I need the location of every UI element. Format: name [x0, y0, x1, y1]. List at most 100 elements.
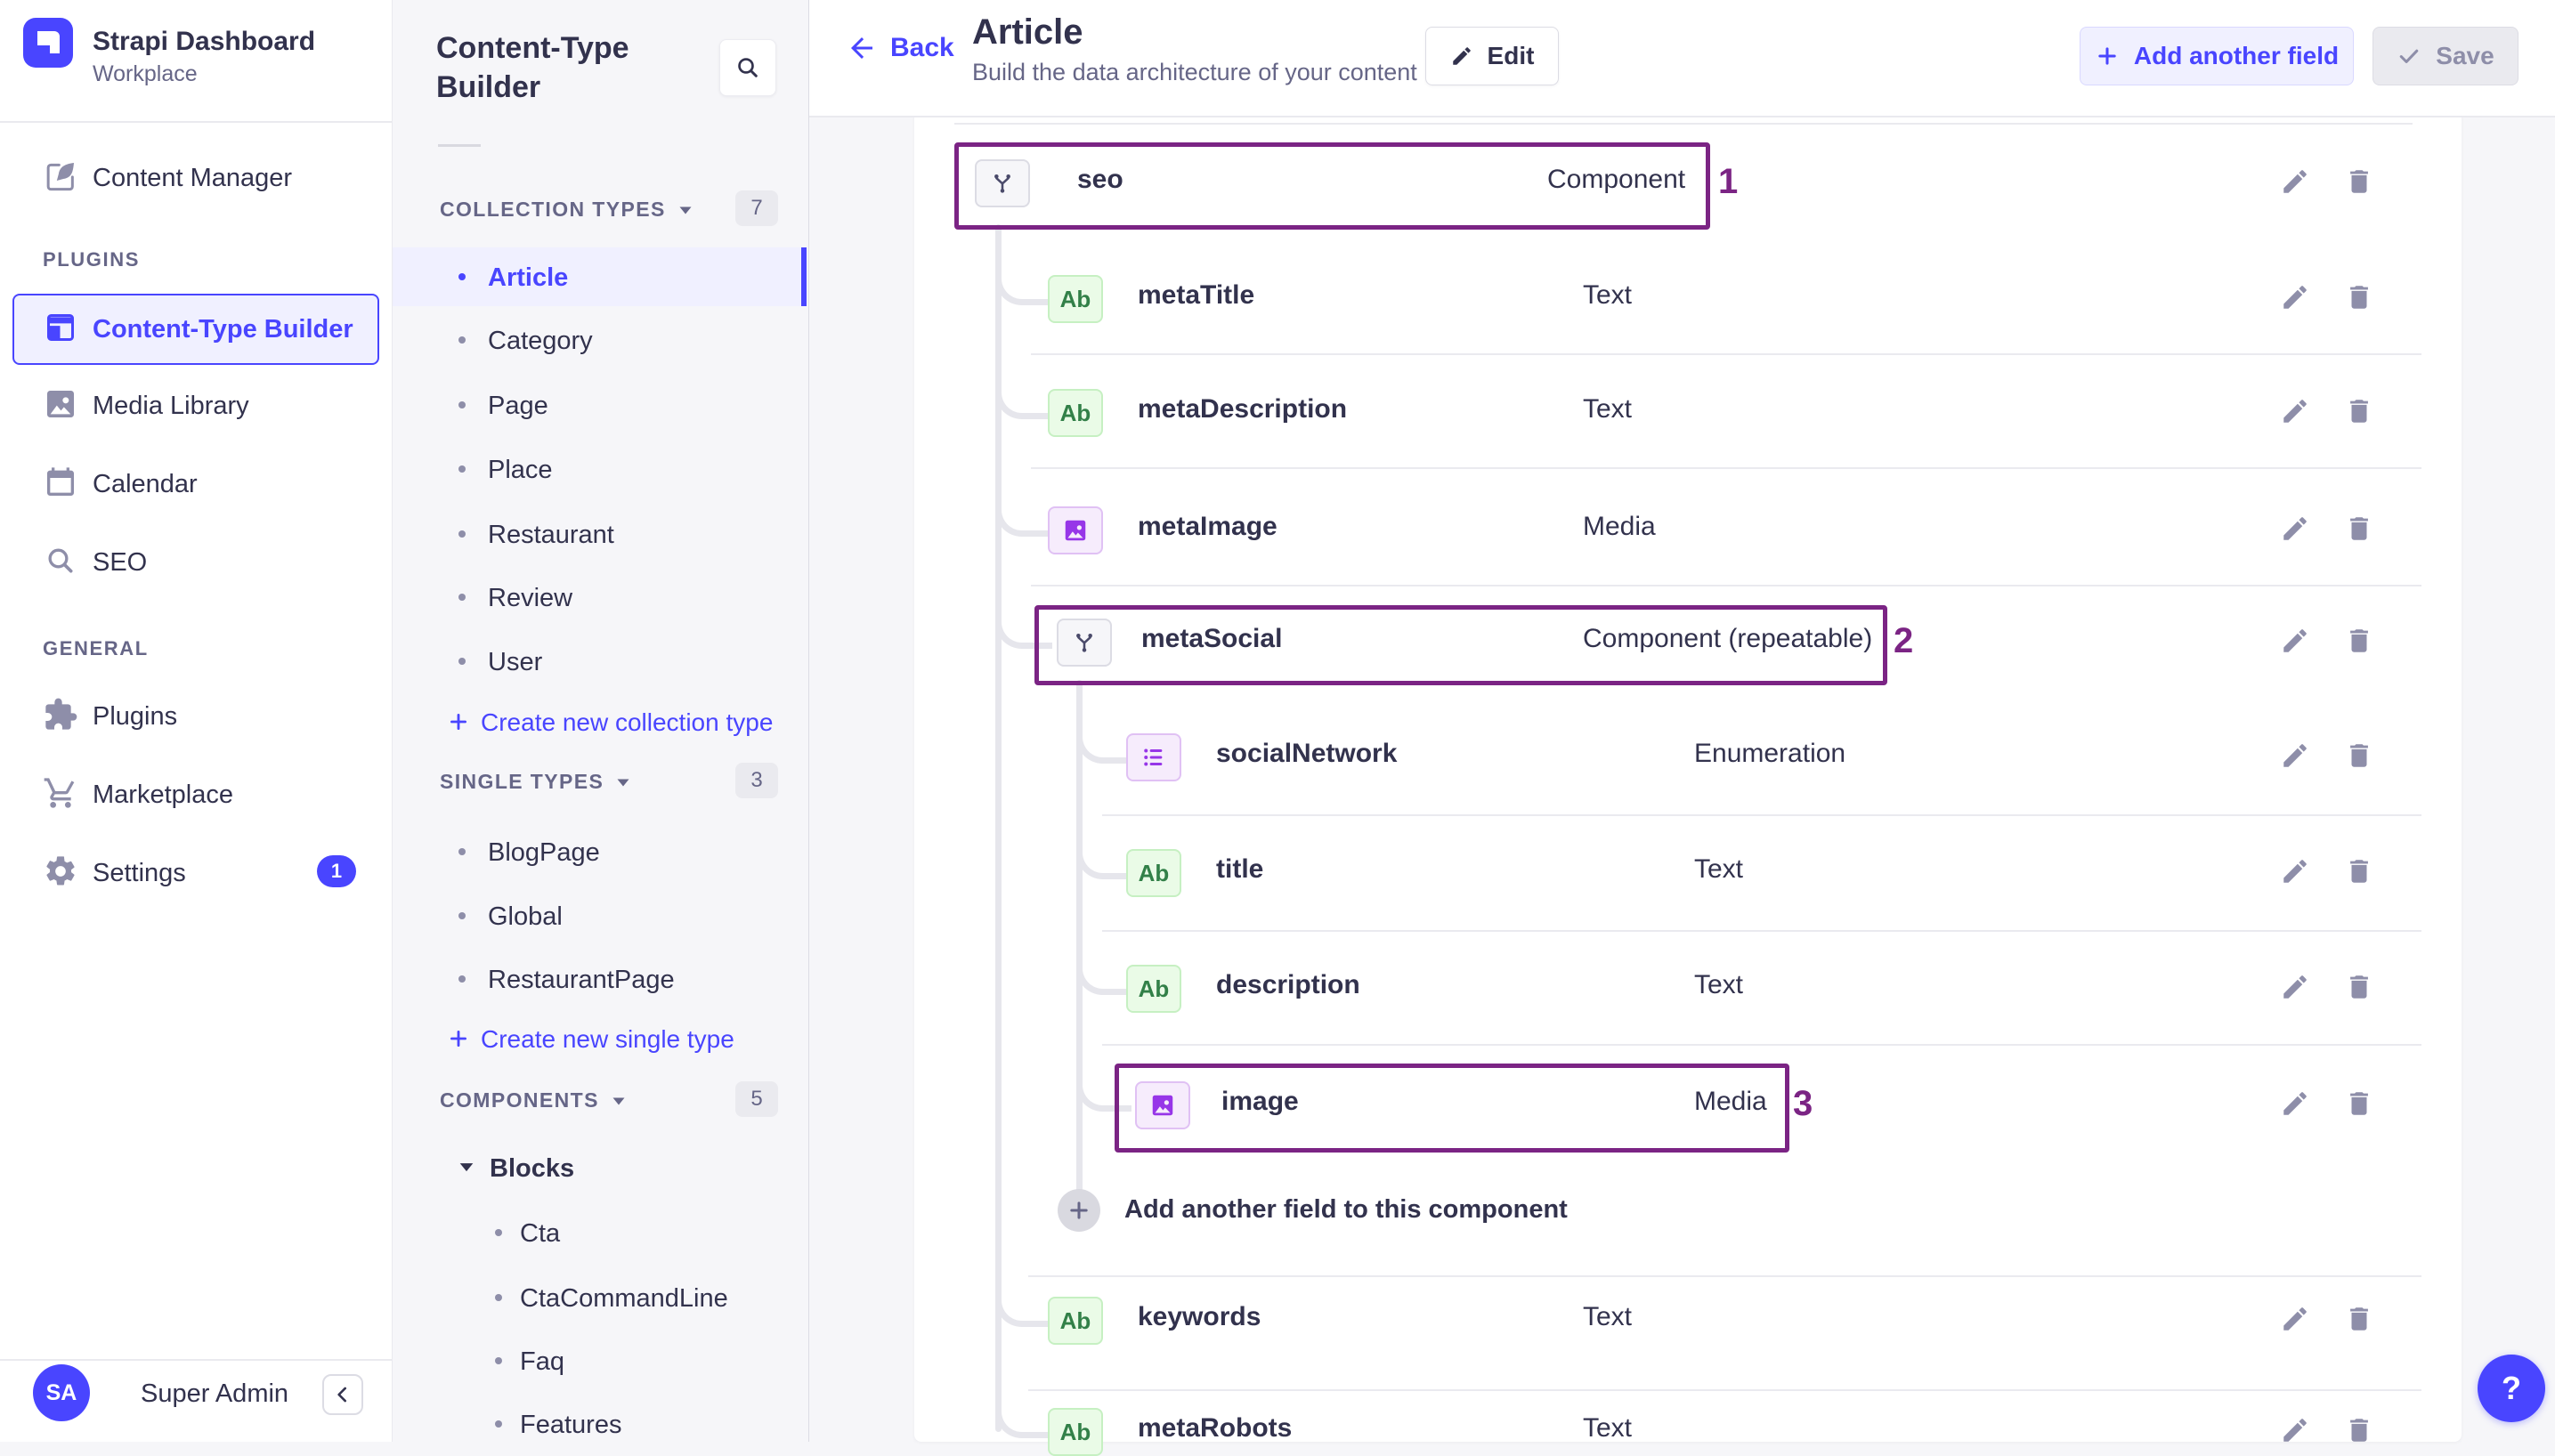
field-type: Text [1694, 970, 1744, 999]
text-field-icon: Ab [1126, 965, 1181, 1013]
field-type: Text [1583, 280, 1633, 310]
bullet-icon [458, 465, 466, 473]
edit-field-button[interactable] [2275, 509, 2315, 548]
delete-field-button[interactable] [2340, 1084, 2379, 1123]
edit-field-button[interactable] [2275, 621, 2315, 660]
collapse-sidebar-button[interactable] [322, 1374, 363, 1415]
create-single-type-link[interactable]: Create new single type [392, 1014, 807, 1064]
component-item-faq[interactable]: Faq [392, 1334, 807, 1387]
sidebar-item-place[interactable]: Place [392, 442, 807, 496]
tree-elbow [995, 587, 1052, 649]
tree-elbow [1076, 934, 1132, 995]
row-divider [1102, 930, 2421, 932]
field-name: metaSocial [1141, 624, 1283, 653]
item-label: Review [488, 584, 573, 612]
edit-field-button[interactable] [2275, 392, 2315, 431]
ab-glyph: Ab [1059, 399, 1091, 426]
edit-field-button[interactable] [2275, 1084, 2315, 1123]
component-item-features[interactable]: Features [392, 1397, 807, 1451]
sidebar-item-category[interactable]: Category [392, 313, 807, 367]
builder-sidebar: Content-Type Builder COLLECTION TYPES 7 … [392, 0, 809, 1442]
back-button[interactable]: Back [846, 32, 954, 64]
sidebar-item-blogpage[interactable]: BlogPage [392, 825, 807, 878]
delete-field-button[interactable] [2340, 392, 2379, 431]
delete-field-button[interactable] [2340, 162, 2379, 201]
delete-field-button[interactable] [2340, 278, 2379, 317]
delete-field-button[interactable] [2340, 509, 2379, 548]
delete-field-button[interactable] [2340, 1411, 2379, 1450]
collection-types-label: COLLECTION TYPES [440, 198, 666, 221]
add-field-to-component-label: Add another field to this component [1124, 1195, 1568, 1224]
component-group-blocks[interactable]: Blocks [392, 1141, 807, 1194]
components-header[interactable]: COMPONENTS [440, 1088, 626, 1112]
sidebar-footer-divider [0, 1359, 392, 1361]
field-type: Media [1583, 512, 1656, 541]
edit-field-button[interactable] [2275, 1411, 2315, 1450]
sidebar-item-media-library[interactable]: Media Library [0, 370, 392, 438]
sidebar-item-settings[interactable]: Settings 1 [0, 837, 392, 905]
component-field-icon [975, 159, 1030, 207]
search-button[interactable] [719, 39, 776, 96]
sidebar-item-label: Marketplace [93, 781, 233, 809]
item-label: Place [488, 456, 553, 484]
add-field-label: Add another field [2133, 42, 2340, 69]
create-collection-type-link[interactable]: Create new collection type [392, 697, 807, 747]
bullet-icon [458, 658, 466, 665]
component-item-ctacommandline[interactable]: CtaCommandLine [392, 1271, 807, 1324]
tree-elbow [995, 475, 1052, 537]
edit-field-button[interactable] [2275, 1299, 2315, 1339]
add-field-to-component-button[interactable] [1058, 1189, 1100, 1232]
single-types-header[interactable]: SINGLE TYPES [440, 770, 630, 794]
sidebar-item-marketplace[interactable]: Marketplace [0, 759, 392, 827]
sidebar-item-page[interactable]: Page [392, 378, 807, 432]
tree-elbow [995, 244, 1052, 305]
sidebar-item-user[interactable]: User [392, 635, 807, 688]
sidebar-item-review[interactable]: Review [392, 570, 807, 624]
save-button[interactable]: Save [2372, 27, 2518, 85]
edit-field-button[interactable] [2275, 852, 2315, 891]
field-name: metaDescription [1138, 394, 1348, 424]
ab-glyph: Ab [1059, 1418, 1091, 1445]
item-label: BlogPage [488, 838, 600, 867]
delete-field-button[interactable] [2340, 621, 2379, 660]
sidebar-item-calendar[interactable]: Calendar [0, 449, 392, 516]
item-label: RestaurantPage [488, 966, 675, 994]
sidebar-item-global[interactable]: Global [392, 889, 807, 942]
page-header: Back Article Build the data architecture… [808, 0, 2555, 117]
collection-types-header[interactable]: COLLECTION TYPES [440, 198, 693, 222]
field-name: socialNetwork [1216, 739, 1398, 768]
sidebar-item-restaurantpage[interactable]: RestaurantPage [392, 952, 807, 1006]
edit-field-button[interactable] [2275, 162, 2315, 201]
ab-glyph: Ab [1138, 859, 1170, 886]
avatar[interactable]: SA [33, 1364, 90, 1421]
row-divider [1031, 467, 2421, 469]
chevron-left-icon [331, 1383, 354, 1406]
search-icon [734, 53, 762, 82]
edit-field-button[interactable] [2275, 278, 2315, 317]
component-item-cta[interactable]: Cta [392, 1206, 807, 1259]
help-button[interactable]: ? [2478, 1355, 2545, 1422]
bullet-icon [495, 1229, 502, 1236]
sidebar-item-restaurant[interactable]: Restaurant [392, 507, 807, 561]
field-name: metaRobots [1138, 1413, 1293, 1443]
item-label: Article [488, 263, 569, 292]
check-icon [2397, 44, 2421, 69]
delete-field-button[interactable] [2340, 1299, 2379, 1339]
delete-field-button[interactable] [2340, 967, 2379, 1007]
edit-field-button[interactable] [2275, 967, 2315, 1007]
sidebar-item-content-type-builder[interactable]: Content-Type Builder [12, 294, 379, 365]
delete-field-button[interactable] [2340, 852, 2379, 891]
sidebar-item-content-manager[interactable]: Content Manager [0, 142, 392, 210]
media-field-icon [1048, 506, 1103, 554]
sidebar-item-label: Calendar [93, 470, 198, 498]
add-another-field-button[interactable]: Add another field [2080, 27, 2354, 85]
single-types-count: 3 [735, 763, 778, 798]
edit-button[interactable]: Edit [1425, 27, 1559, 85]
delete-field-button[interactable] [2340, 736, 2379, 775]
sidebar-item-plugins[interactable]: Plugins [0, 681, 392, 748]
annotation-number-2: 2 [1894, 621, 1914, 660]
sidebar-item-article[interactable]: Article [392, 247, 807, 306]
sidebar-item-seo[interactable]: SEO [0, 527, 392, 595]
title-divider [438, 144, 481, 147]
edit-field-button[interactable] [2275, 736, 2315, 775]
